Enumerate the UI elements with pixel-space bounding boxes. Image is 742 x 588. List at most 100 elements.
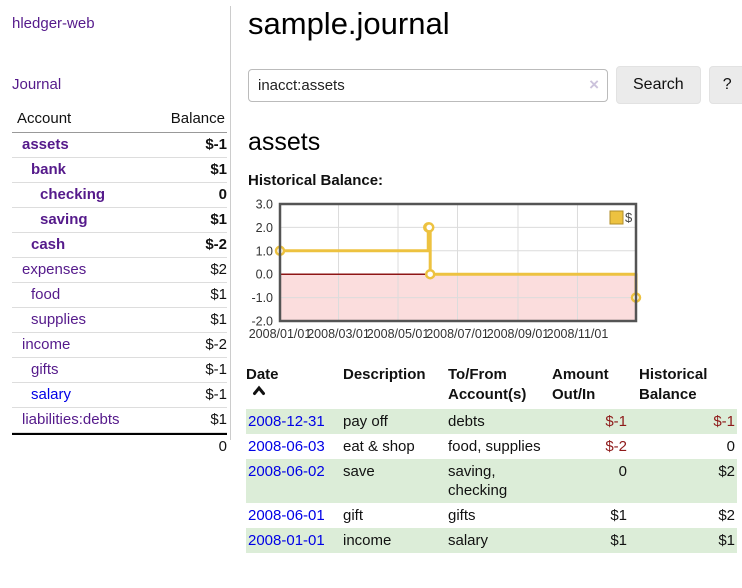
transaction-row: 2008-12-31 pay off debts $-1 $-1 [246, 409, 737, 434]
transaction-balance-cell: 0 [726, 438, 735, 455]
search-button[interactable]: Search [616, 66, 701, 104]
x-axis-tick-label: 2008/09/01 [487, 327, 550, 341]
y-axis-tick-label: 1.0 [256, 244, 273, 258]
account-balance: $-1 [149, 383, 227, 408]
search-form: × Search ? [248, 66, 742, 104]
account-name-cell: supplies [12, 308, 150, 333]
sidebar-account-row: food $1 [12, 283, 227, 308]
historical-balance-chart: $3.0 2.0 1.0 0.0 -1.0 -2.0 2008/01/01 2008/03/0… [248, 198, 742, 341]
account-balance: $-2 [149, 333, 227, 358]
account-balance: 0 [149, 183, 227, 208]
account-name-cell: income [12, 333, 150, 358]
brand-link[interactable]: hledger-web [12, 15, 95, 32]
sidebar-account-link[interactable]: saving [40, 211, 88, 228]
transaction-date-link[interactable]: 2008-01-01 [248, 532, 325, 549]
total-spacer-cell [12, 433, 150, 459]
sidebar-account-link[interactable]: supplies [31, 311, 87, 328]
transaction-date-link[interactable]: 2008-06-03 [248, 438, 325, 455]
transaction-description-cell: pay off [343, 413, 388, 430]
transaction-amount-cell: $-1 [605, 413, 627, 430]
data-point-marker [423, 222, 435, 233]
y-axis-tick-label: -1.0 [251, 291, 273, 305]
sidebar-account-row: expenses $2 [12, 258, 227, 283]
x-axis-tick-label: 2008/01/01 [249, 327, 312, 341]
transaction-balance-cell: $2 [718, 507, 735, 524]
transaction-amount-cell: $-2 [605, 438, 627, 455]
accounts-balance-table: Account Balance assets $-1 bank $1 checking 0… [12, 107, 227, 459]
sidebar-account-link[interactable]: gifts [31, 361, 59, 378]
sidebar-account-row: bank $1 [12, 158, 227, 183]
transaction-date-cell: 2008-12-31 [246, 409, 343, 434]
sidebar-account-link[interactable]: expenses [22, 261, 87, 278]
plot-border [278, 202, 638, 323]
search-input-wrap: × [248, 68, 608, 102]
sidebar-total-row: 0 [12, 433, 227, 459]
transaction-date-link[interactable]: 2008-12-31 [248, 413, 325, 430]
sidebar-account-link[interactable]: assets [22, 136, 69, 153]
transaction-balance-cell: $-1 [713, 413, 735, 430]
x-axis-tick-label: 2008/11/01 [547, 327, 609, 341]
account-title: assets [248, 128, 321, 156]
account-balance: $1 [149, 308, 227, 333]
search-input[interactable] [248, 68, 608, 102]
account-name-cell: expenses [12, 258, 150, 283]
account-balance: $1 [149, 208, 227, 233]
main-content: sample.journal × Search ? assets Histori… [232, 6, 742, 553]
account-balance: $-2 [149, 233, 227, 258]
sidebar-account-link[interactable]: checking [40, 186, 106, 203]
account-name-cell: liabilities:debts [12, 408, 150, 433]
balance-column-header: Balance [149, 107, 227, 133]
sidebar-account-link[interactable]: liabilities:debts [22, 411, 120, 428]
sidebar-account-link[interactable]: bank [31, 161, 67, 178]
sidebar-account-link[interactable]: salary [31, 386, 72, 403]
account-name-cell: food [12, 283, 150, 308]
transaction-row: 2008-06-01 gift gifts $1 $2 [246, 503, 737, 528]
transaction-balance-cell: $1 [718, 532, 735, 549]
x-axis-tick-label: 2008/07/01 [426, 327, 489, 341]
transaction-date-cell: 2008-06-01 [246, 503, 343, 528]
sidebar-account-link[interactable]: income [22, 336, 71, 353]
account-balance: $2 [149, 258, 227, 283]
sidebar-account-row: liabilities:debts $1 [12, 408, 227, 433]
account-name-cell: saving [12, 208, 150, 233]
transaction-accounts-cell: salary [448, 532, 489, 549]
sidebar-account-link[interactable]: cash [31, 236, 66, 253]
transaction-balance-cell: $2 [718, 463, 735, 480]
transaction-description-cell: eat & shop [343, 438, 415, 455]
y-axis-tick-label: 0.0 [256, 268, 273, 282]
account-balance: $-1 [149, 358, 227, 383]
total-balance: 0 [149, 433, 227, 459]
transaction-date-link[interactable]: 2008-06-02 [248, 463, 325, 480]
balance-chart-svg: $3.0 2.0 1.0 0.0 -1.0 -2.02008/01/012008/03/0… [249, 198, 642, 341]
accounts-header-row: Account Balance [12, 107, 227, 133]
sort-ascending-icon[interactable] [252, 385, 266, 395]
sidebar-account-row: gifts $-1 [12, 358, 227, 383]
sidebar-account-row: assets $-1 [12, 133, 227, 158]
sidebar-account-link[interactable]: food [31, 286, 61, 303]
transaction-accounts-cell: saving, checking [448, 463, 508, 499]
description-column-header: Description [343, 366, 426, 383]
transaction-accounts-cell: food, supplies [448, 438, 541, 455]
transaction-description-cell: gift [343, 507, 364, 524]
help-button[interactable]: ? [708, 66, 742, 104]
transaction-date-link[interactable]: 2008-06-01 [248, 507, 325, 524]
account-balance: $-1 [149, 133, 227, 158]
y-axis-tick-label: -2.0 [251, 315, 273, 329]
register-table: Date Description To/From Account(s) Amoun… [246, 365, 737, 553]
sidebar-account-row: cash $-2 [12, 233, 227, 258]
date-column-header[interactable]: Date [246, 365, 343, 409]
transaction-date-cell: 2008-01-01 [246, 528, 343, 553]
sidebar-account-row: saving $1 [12, 208, 227, 233]
account-balance: $1 [149, 408, 227, 433]
x-axis-tick-label: 2008/03/01 [307, 327, 370, 341]
sidebar-item-journal[interactable]: Journal [12, 76, 62, 93]
sidebar-account-row: supplies $1 [12, 308, 227, 333]
account-balance: $1 [149, 283, 227, 308]
transaction-amount-cell: 0 [618, 463, 627, 480]
account-name-cell: checking [12, 183, 150, 208]
transaction-row: 2008-06-03 eat & shop food, supplies $-2 0 [246, 434, 737, 459]
tofrom-column-header: To/From Account(s) [448, 366, 527, 403]
legend-label: $ [625, 210, 633, 225]
clear-search-icon[interactable]: × [589, 75, 599, 95]
hledger-web-app: hledger-web Journal Account Balance asse… [0, 6, 742, 588]
